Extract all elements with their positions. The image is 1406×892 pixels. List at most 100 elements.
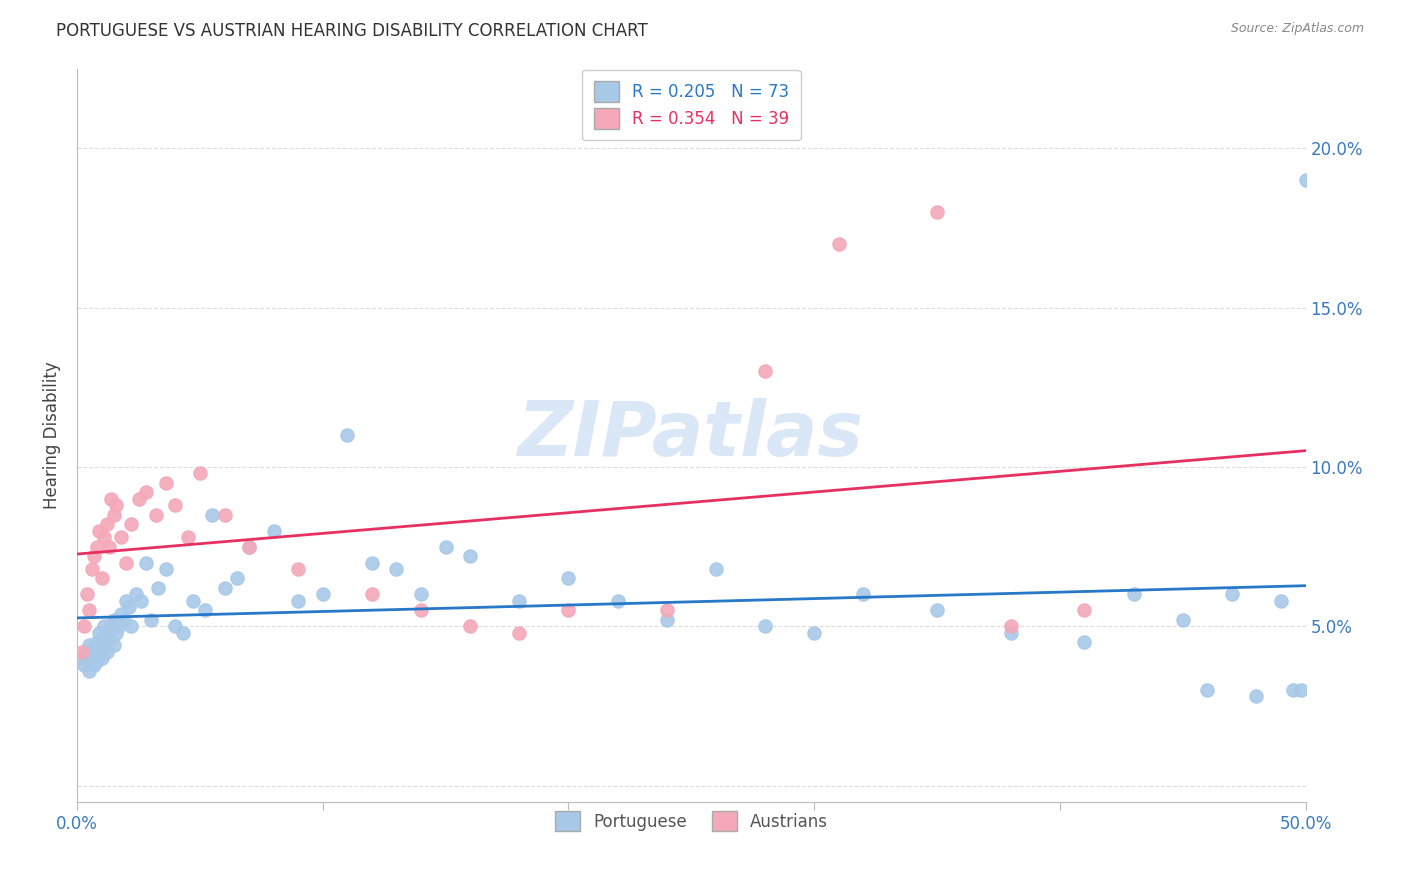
Point — [1073, 603, 1095, 617]
Point — [925, 205, 948, 219]
Point — [146, 581, 169, 595]
Point — [120, 619, 142, 633]
Point — [96, 625, 118, 640]
Point — [139, 613, 162, 627]
Point — [100, 491, 122, 506]
Point — [93, 530, 115, 544]
Point — [557, 572, 579, 586]
Point — [86, 654, 108, 668]
Point — [925, 603, 948, 617]
Point — [803, 625, 825, 640]
Point — [385, 562, 408, 576]
Point — [89, 645, 111, 659]
Point — [90, 572, 112, 586]
Point — [115, 556, 138, 570]
Point — [1073, 635, 1095, 649]
Point — [105, 625, 128, 640]
Text: Source: ZipAtlas.com: Source: ZipAtlas.com — [1230, 22, 1364, 36]
Point — [361, 587, 384, 601]
Y-axis label: Hearing Disability: Hearing Disability — [44, 361, 60, 509]
Point — [704, 562, 727, 576]
Point — [181, 594, 204, 608]
Point — [129, 594, 152, 608]
Point — [80, 651, 103, 665]
Point — [754, 619, 776, 633]
Point — [70, 651, 93, 665]
Point — [165, 498, 187, 512]
Point — [98, 632, 121, 646]
Point — [1220, 587, 1243, 601]
Text: PORTUGUESE VS AUSTRIAN HEARING DISABILITY CORRELATION CHART: PORTUGUESE VS AUSTRIAN HEARING DISABILIT… — [56, 22, 648, 40]
Point — [263, 524, 285, 538]
Point — [93, 639, 115, 653]
Point — [606, 594, 628, 608]
Point — [115, 594, 138, 608]
Point — [655, 603, 678, 617]
Point — [1122, 587, 1144, 601]
Point — [125, 587, 148, 601]
Legend: Portuguese, Austrians: Portuguese, Austrians — [541, 797, 841, 845]
Point — [165, 619, 187, 633]
Point — [458, 619, 481, 633]
Point — [83, 549, 105, 563]
Point — [1270, 594, 1292, 608]
Point — [754, 364, 776, 378]
Point — [118, 600, 141, 615]
Point — [86, 540, 108, 554]
Point — [135, 485, 157, 500]
Point — [312, 587, 335, 601]
Point — [89, 625, 111, 640]
Point — [238, 540, 260, 554]
Point — [214, 508, 236, 522]
Point — [287, 562, 309, 576]
Point — [409, 603, 432, 617]
Point — [1197, 683, 1219, 698]
Point — [172, 625, 194, 640]
Point — [98, 540, 121, 554]
Point — [70, 645, 93, 659]
Point — [214, 581, 236, 595]
Point — [90, 651, 112, 665]
Point — [103, 508, 125, 522]
Point — [434, 540, 457, 554]
Point — [1000, 625, 1022, 640]
Point — [83, 648, 105, 662]
Point — [176, 530, 198, 544]
Point — [76, 645, 98, 659]
Point — [852, 587, 875, 601]
Point — [201, 508, 224, 522]
Point — [194, 603, 217, 617]
Point — [110, 530, 132, 544]
Point — [145, 508, 167, 522]
Point — [1171, 613, 1194, 627]
Point — [120, 517, 142, 532]
Point — [238, 540, 260, 554]
Point — [508, 625, 530, 640]
Point — [287, 594, 309, 608]
Point — [76, 587, 98, 601]
Point — [79, 603, 101, 617]
Point — [1289, 683, 1312, 698]
Text: ZIPatlas: ZIPatlas — [519, 398, 865, 472]
Point — [73, 619, 96, 633]
Point — [73, 657, 96, 672]
Point — [110, 607, 132, 621]
Point — [86, 635, 108, 649]
Point — [336, 428, 359, 442]
Point — [155, 562, 177, 576]
Point — [93, 619, 115, 633]
Point — [103, 613, 125, 627]
Point — [135, 556, 157, 570]
Point — [100, 619, 122, 633]
Point — [828, 236, 851, 251]
Point — [96, 645, 118, 659]
Point — [83, 657, 105, 672]
Point — [108, 619, 131, 633]
Point — [361, 556, 384, 570]
Point — [79, 664, 101, 678]
Point — [1295, 173, 1317, 187]
Point — [458, 549, 481, 563]
Point — [128, 491, 150, 506]
Point — [557, 603, 579, 617]
Point — [79, 639, 101, 653]
